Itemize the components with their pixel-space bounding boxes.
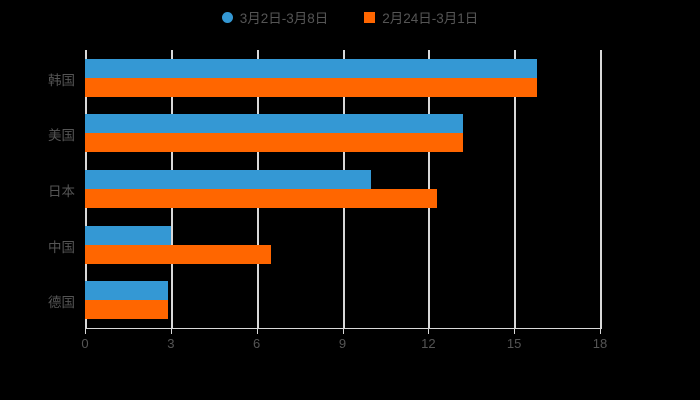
x-axis-tick-label: 9 <box>338 336 347 351</box>
bar-segment[interactable] <box>85 281 168 301</box>
circle-marker-icon <box>221 11 233 23</box>
x-axis-tick-label: 15 <box>506 336 522 351</box>
y-axis-category-label: 韩国 <box>48 72 75 88</box>
legend-entry-series-1[interactable]: 3月2日-3月8日 <box>221 7 329 27</box>
y-axis-category-label: 德国 <box>48 295 75 311</box>
x-axis-line <box>85 328 602 329</box>
y-axis-category-label: 中国 <box>48 239 75 255</box>
x-axis-tick-label: 0 <box>81 336 89 351</box>
chart-legend: 3月2日-3月8日 2月24日-3月1日 <box>0 6 700 28</box>
x-axis-tick <box>514 328 516 334</box>
bar-segment[interactable] <box>85 133 463 153</box>
bar-segment[interactable] <box>85 170 372 189</box>
bar-segment[interactable] <box>85 114 463 134</box>
plot-area <box>85 50 602 328</box>
x-axis-tick <box>85 328 86 334</box>
legend-entry-series-2[interactable]: 2月24日-3月1日 <box>364 7 478 27</box>
x-axis-tick <box>170 328 172 334</box>
bar-segment[interactable] <box>85 189 437 208</box>
bar-segment[interactable] <box>85 244 271 264</box>
legend-label-series-2: 2月24日-3月1日 <box>382 11 479 26</box>
gridline <box>514 50 517 328</box>
x-axis-tick <box>428 328 430 334</box>
gridline <box>600 50 602 328</box>
y-axis-category-label: 美国 <box>48 128 75 144</box>
bar-segment[interactable] <box>85 300 168 320</box>
bar-segment[interactable] <box>85 58 538 78</box>
x-axis-tick <box>342 328 344 334</box>
x-axis-tick-label: 6 <box>253 336 261 351</box>
square-marker-icon <box>364 11 376 23</box>
y-axis-category-label: 日本 <box>48 184 75 199</box>
x-axis-tick <box>256 328 258 334</box>
x-axis-tick-label: 18 <box>592 336 608 351</box>
bar-segment[interactable] <box>85 77 538 97</box>
x-axis-tick-label: 3 <box>167 336 175 351</box>
legend-label-series-1: 3月2日-3月8日 <box>239 11 329 26</box>
x-axis-tick-label: 12 <box>421 336 436 351</box>
x-axis-tick <box>600 328 601 334</box>
bar-segment[interactable] <box>85 225 171 245</box>
